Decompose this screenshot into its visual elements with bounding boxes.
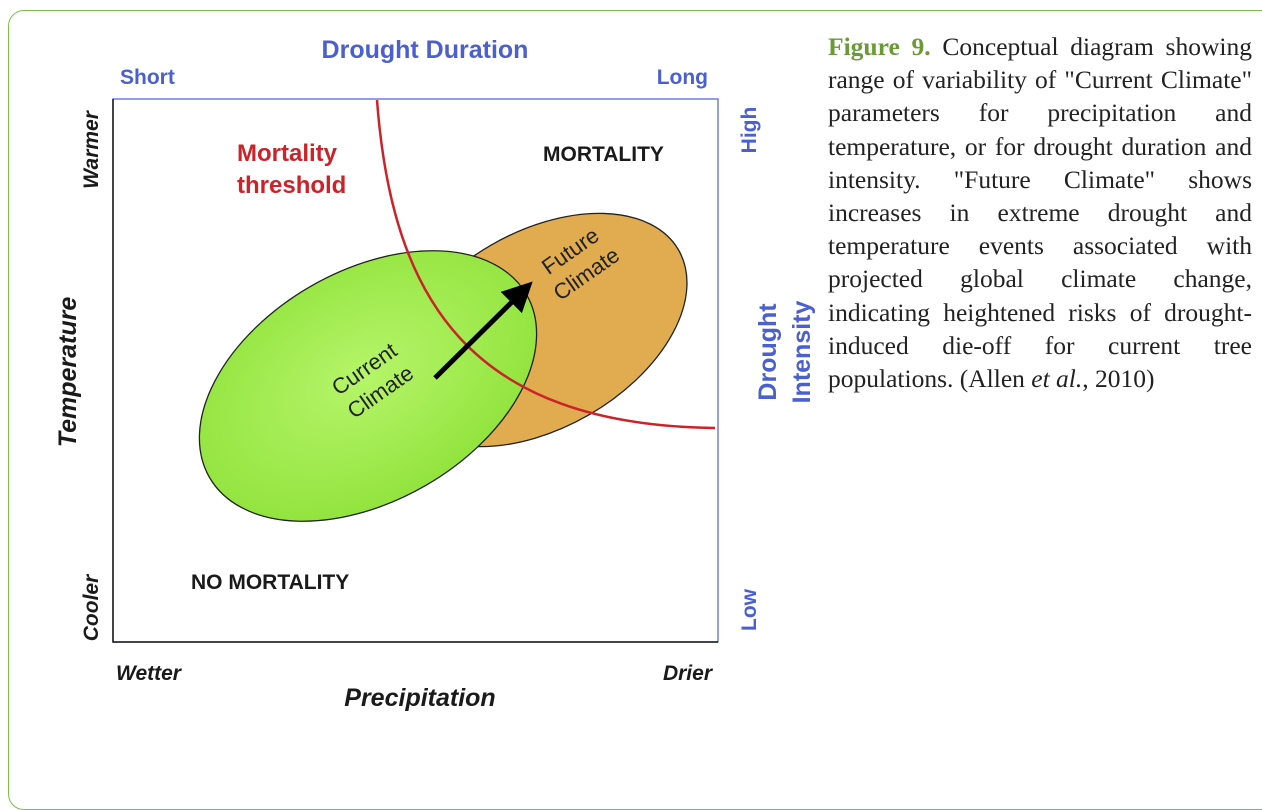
right-axis-title: Intensity — [788, 301, 816, 404]
bottom-axis-low: Wetter — [116, 662, 183, 685]
top-axis-low: Short — [120, 66, 175, 89]
figure-caption: Figure 9. Conceptual diagram showing ran… — [828, 30, 1252, 395]
no-mortality-region-label: NO MORTALITY — [191, 571, 349, 594]
climate-shift-arrow — [433, 281, 533, 380]
threshold-label: threshold — [237, 172, 346, 199]
left-axis-title: Temperature — [54, 297, 82, 448]
caption-citation-italic: et al. — [1031, 364, 1083, 394]
right-axis-high: High — [738, 107, 761, 154]
left-axis-high: Warmer — [80, 109, 103, 189]
mortality-region-label: MORTALITY — [543, 143, 664, 166]
caption-citation: (Allen — [959, 364, 1032, 394]
diagram: Drought Duration Short Long Precipitatio… — [54, 36, 816, 712]
left-axis-low: Cooler — [80, 573, 103, 641]
right-axis-title: Drought — [754, 303, 782, 401]
top-axis-title: Drought Duration — [322, 36, 529, 64]
caption-citation: , 2010) — [1082, 364, 1155, 394]
caption-label: Figure 9. — [828, 32, 931, 61]
threshold-label: Mortality — [237, 140, 338, 167]
page: {"diagram": { "top_axis": {"title": "Dro… — [8, 10, 1262, 810]
top-axis-high: Long — [657, 66, 708, 89]
bottom-axis-title: Precipitation — [344, 684, 495, 712]
right-axis-low: Low — [738, 588, 761, 631]
mortality-threshold-curve — [375, 99, 716, 430]
plot-box-axes — [112, 99, 718, 643]
bottom-axis-high: Drier — [663, 662, 714, 685]
caption-text: Conceptual diagram showing range of vari… — [828, 32, 1252, 394]
